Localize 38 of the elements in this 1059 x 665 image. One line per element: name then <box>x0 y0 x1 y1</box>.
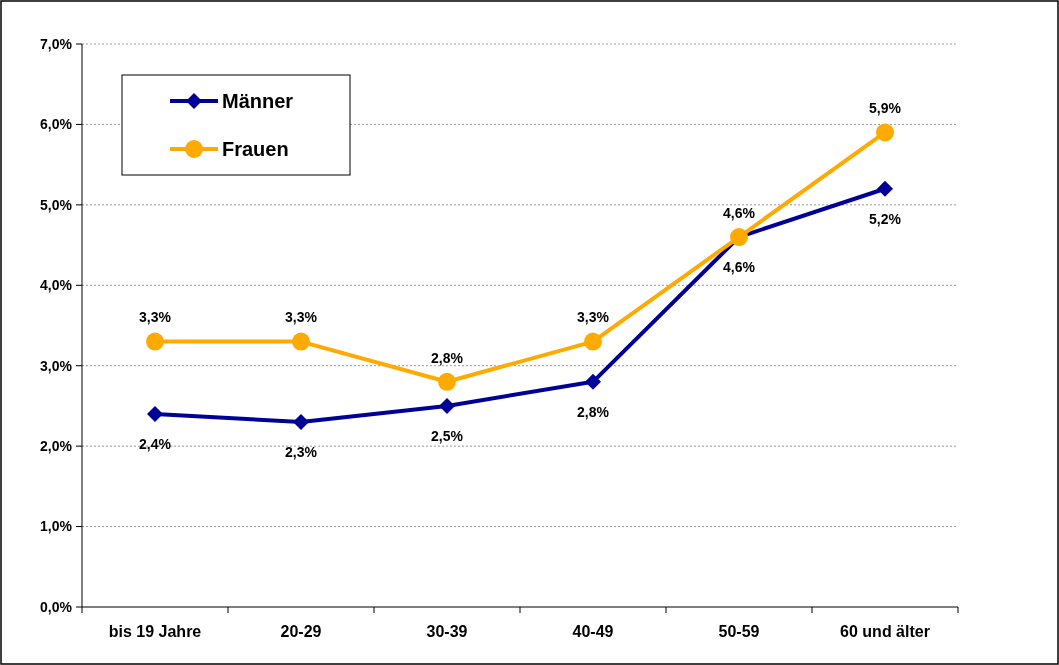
point <box>876 123 894 142</box>
y-tick-label: 5,0% <box>40 196 73 213</box>
data-label: 3,3% <box>577 309 610 326</box>
data-label: 2,3% <box>285 443 318 460</box>
data-label: 4,6% <box>723 204 756 221</box>
data-label: 2,8% <box>431 349 464 366</box>
point <box>439 397 455 414</box>
y-tick-label: 7,0% <box>40 35 73 52</box>
y-tick-label: 3,0% <box>40 357 73 374</box>
x-tick-label: 20-29 <box>280 623 322 640</box>
data-label: 3,3% <box>139 309 172 326</box>
y-tick-label: 4,0% <box>40 277 73 294</box>
data-label: 2,5% <box>431 427 464 444</box>
data-label: 2,8% <box>577 403 610 420</box>
point <box>147 405 163 422</box>
data-label: 5,2% <box>869 210 902 227</box>
y-tick-label: 6,0% <box>40 116 73 133</box>
x-tick-label: 60 und älter <box>840 623 930 640</box>
point <box>585 373 601 390</box>
y-tick-label: 0,0% <box>40 598 73 615</box>
legend-label: Frauen <box>222 138 289 160</box>
y-tick-label: 2,0% <box>40 438 73 455</box>
x-tick-label: 30-39 <box>426 623 468 640</box>
point <box>292 332 310 351</box>
point <box>877 180 893 197</box>
x-tick-label: 40-49 <box>572 623 614 640</box>
data-label: 4,6% <box>723 258 756 275</box>
data-label: 5,9% <box>869 100 902 117</box>
point <box>438 372 456 391</box>
y-tick-label: 1,0% <box>40 518 73 535</box>
point <box>146 332 164 351</box>
legend-label: Männer <box>222 90 294 112</box>
data-label: 2,4% <box>139 435 172 452</box>
point <box>584 332 602 351</box>
x-tick-label: 50-59 <box>718 623 760 640</box>
point <box>293 414 309 431</box>
data-label: 3,3% <box>285 309 318 326</box>
x-tick-label: bis 19 Jahre <box>108 623 202 640</box>
